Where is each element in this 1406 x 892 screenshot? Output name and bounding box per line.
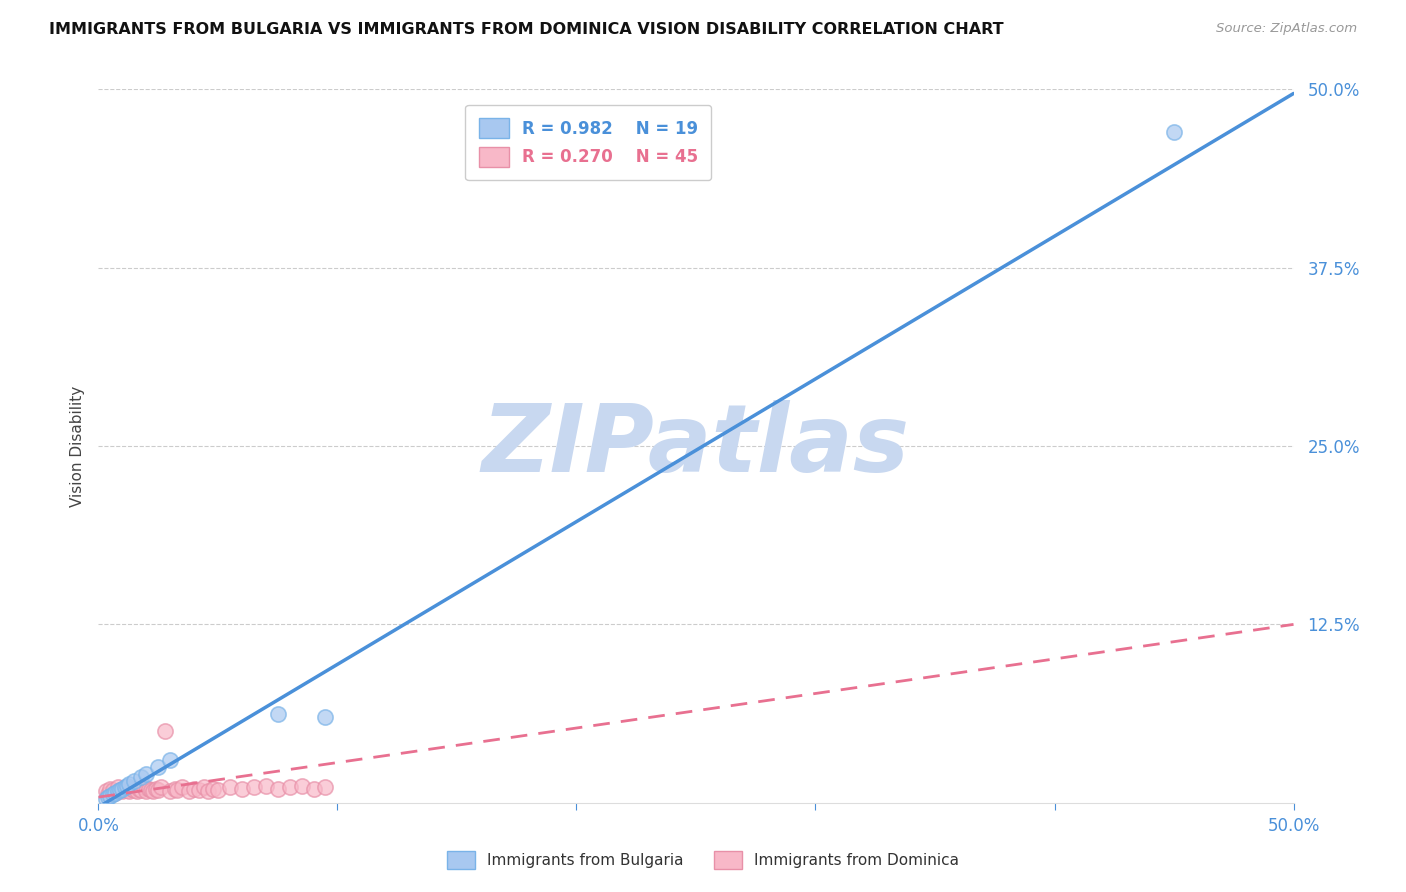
Point xyxy=(108,783,131,797)
Point xyxy=(149,780,172,794)
Point xyxy=(145,781,167,796)
Point xyxy=(115,779,138,793)
Y-axis label: Vision Disability: Vision Disability xyxy=(69,385,84,507)
Point xyxy=(159,753,181,767)
Point xyxy=(243,780,266,794)
Text: IMMIGRANTS FROM BULGARIA VS IMMIGRANTS FROM DOMINICA VISION DISABILITY CORRELATI: IMMIGRANTS FROM BULGARIA VS IMMIGRANTS F… xyxy=(49,22,1004,37)
Point xyxy=(131,770,153,784)
Point xyxy=(315,710,337,724)
Point xyxy=(267,707,290,722)
Point xyxy=(231,781,253,796)
Point xyxy=(159,784,181,798)
Point xyxy=(132,780,155,794)
Point xyxy=(124,774,146,789)
Point xyxy=(124,783,146,797)
Point xyxy=(107,780,129,794)
Point xyxy=(97,790,120,805)
Point xyxy=(131,783,153,797)
Point xyxy=(291,779,314,793)
Legend: R = 0.982    N = 19, R = 0.270    N = 45: R = 0.982 N = 19, R = 0.270 N = 45 xyxy=(465,104,711,180)
Point xyxy=(138,781,160,796)
Point xyxy=(148,783,170,797)
Point xyxy=(254,779,277,793)
Point xyxy=(101,787,124,801)
Text: Source: ZipAtlas.com: Source: ZipAtlas.com xyxy=(1216,22,1357,36)
Point xyxy=(202,781,225,796)
Point xyxy=(155,724,177,739)
Point xyxy=(114,780,136,794)
Point xyxy=(97,787,120,801)
Point xyxy=(104,786,127,800)
Point xyxy=(172,780,194,794)
Point xyxy=(135,767,157,781)
Point xyxy=(193,780,215,794)
Point xyxy=(139,783,162,797)
Point xyxy=(111,781,134,796)
Point xyxy=(111,784,134,798)
Point xyxy=(197,784,219,798)
Point xyxy=(108,783,131,797)
Point xyxy=(115,783,138,797)
Point xyxy=(94,784,117,798)
Point xyxy=(114,781,136,796)
Point xyxy=(267,781,290,796)
Point xyxy=(163,781,186,796)
Point xyxy=(219,780,242,794)
Point xyxy=(118,777,141,791)
Point xyxy=(121,781,143,796)
Point xyxy=(125,784,148,798)
Point xyxy=(135,784,157,798)
Point xyxy=(148,760,170,774)
Point xyxy=(128,781,150,796)
Point xyxy=(98,789,122,803)
Text: ZIPatlas: ZIPatlas xyxy=(482,400,910,492)
Point xyxy=(107,784,129,798)
Point xyxy=(1163,125,1185,139)
Point xyxy=(104,786,127,800)
Point xyxy=(278,780,301,794)
Point xyxy=(302,781,325,796)
Legend: Immigrants from Bulgaria, Immigrants from Dominica: Immigrants from Bulgaria, Immigrants fro… xyxy=(441,845,965,875)
Point xyxy=(207,783,229,797)
Point xyxy=(315,780,337,794)
Point xyxy=(118,784,141,798)
Point xyxy=(187,783,209,797)
Point xyxy=(94,791,117,805)
Point xyxy=(166,783,188,797)
Point xyxy=(179,784,201,798)
Point xyxy=(183,781,205,796)
Point xyxy=(98,781,122,796)
Point xyxy=(101,783,124,797)
Point xyxy=(142,784,165,798)
